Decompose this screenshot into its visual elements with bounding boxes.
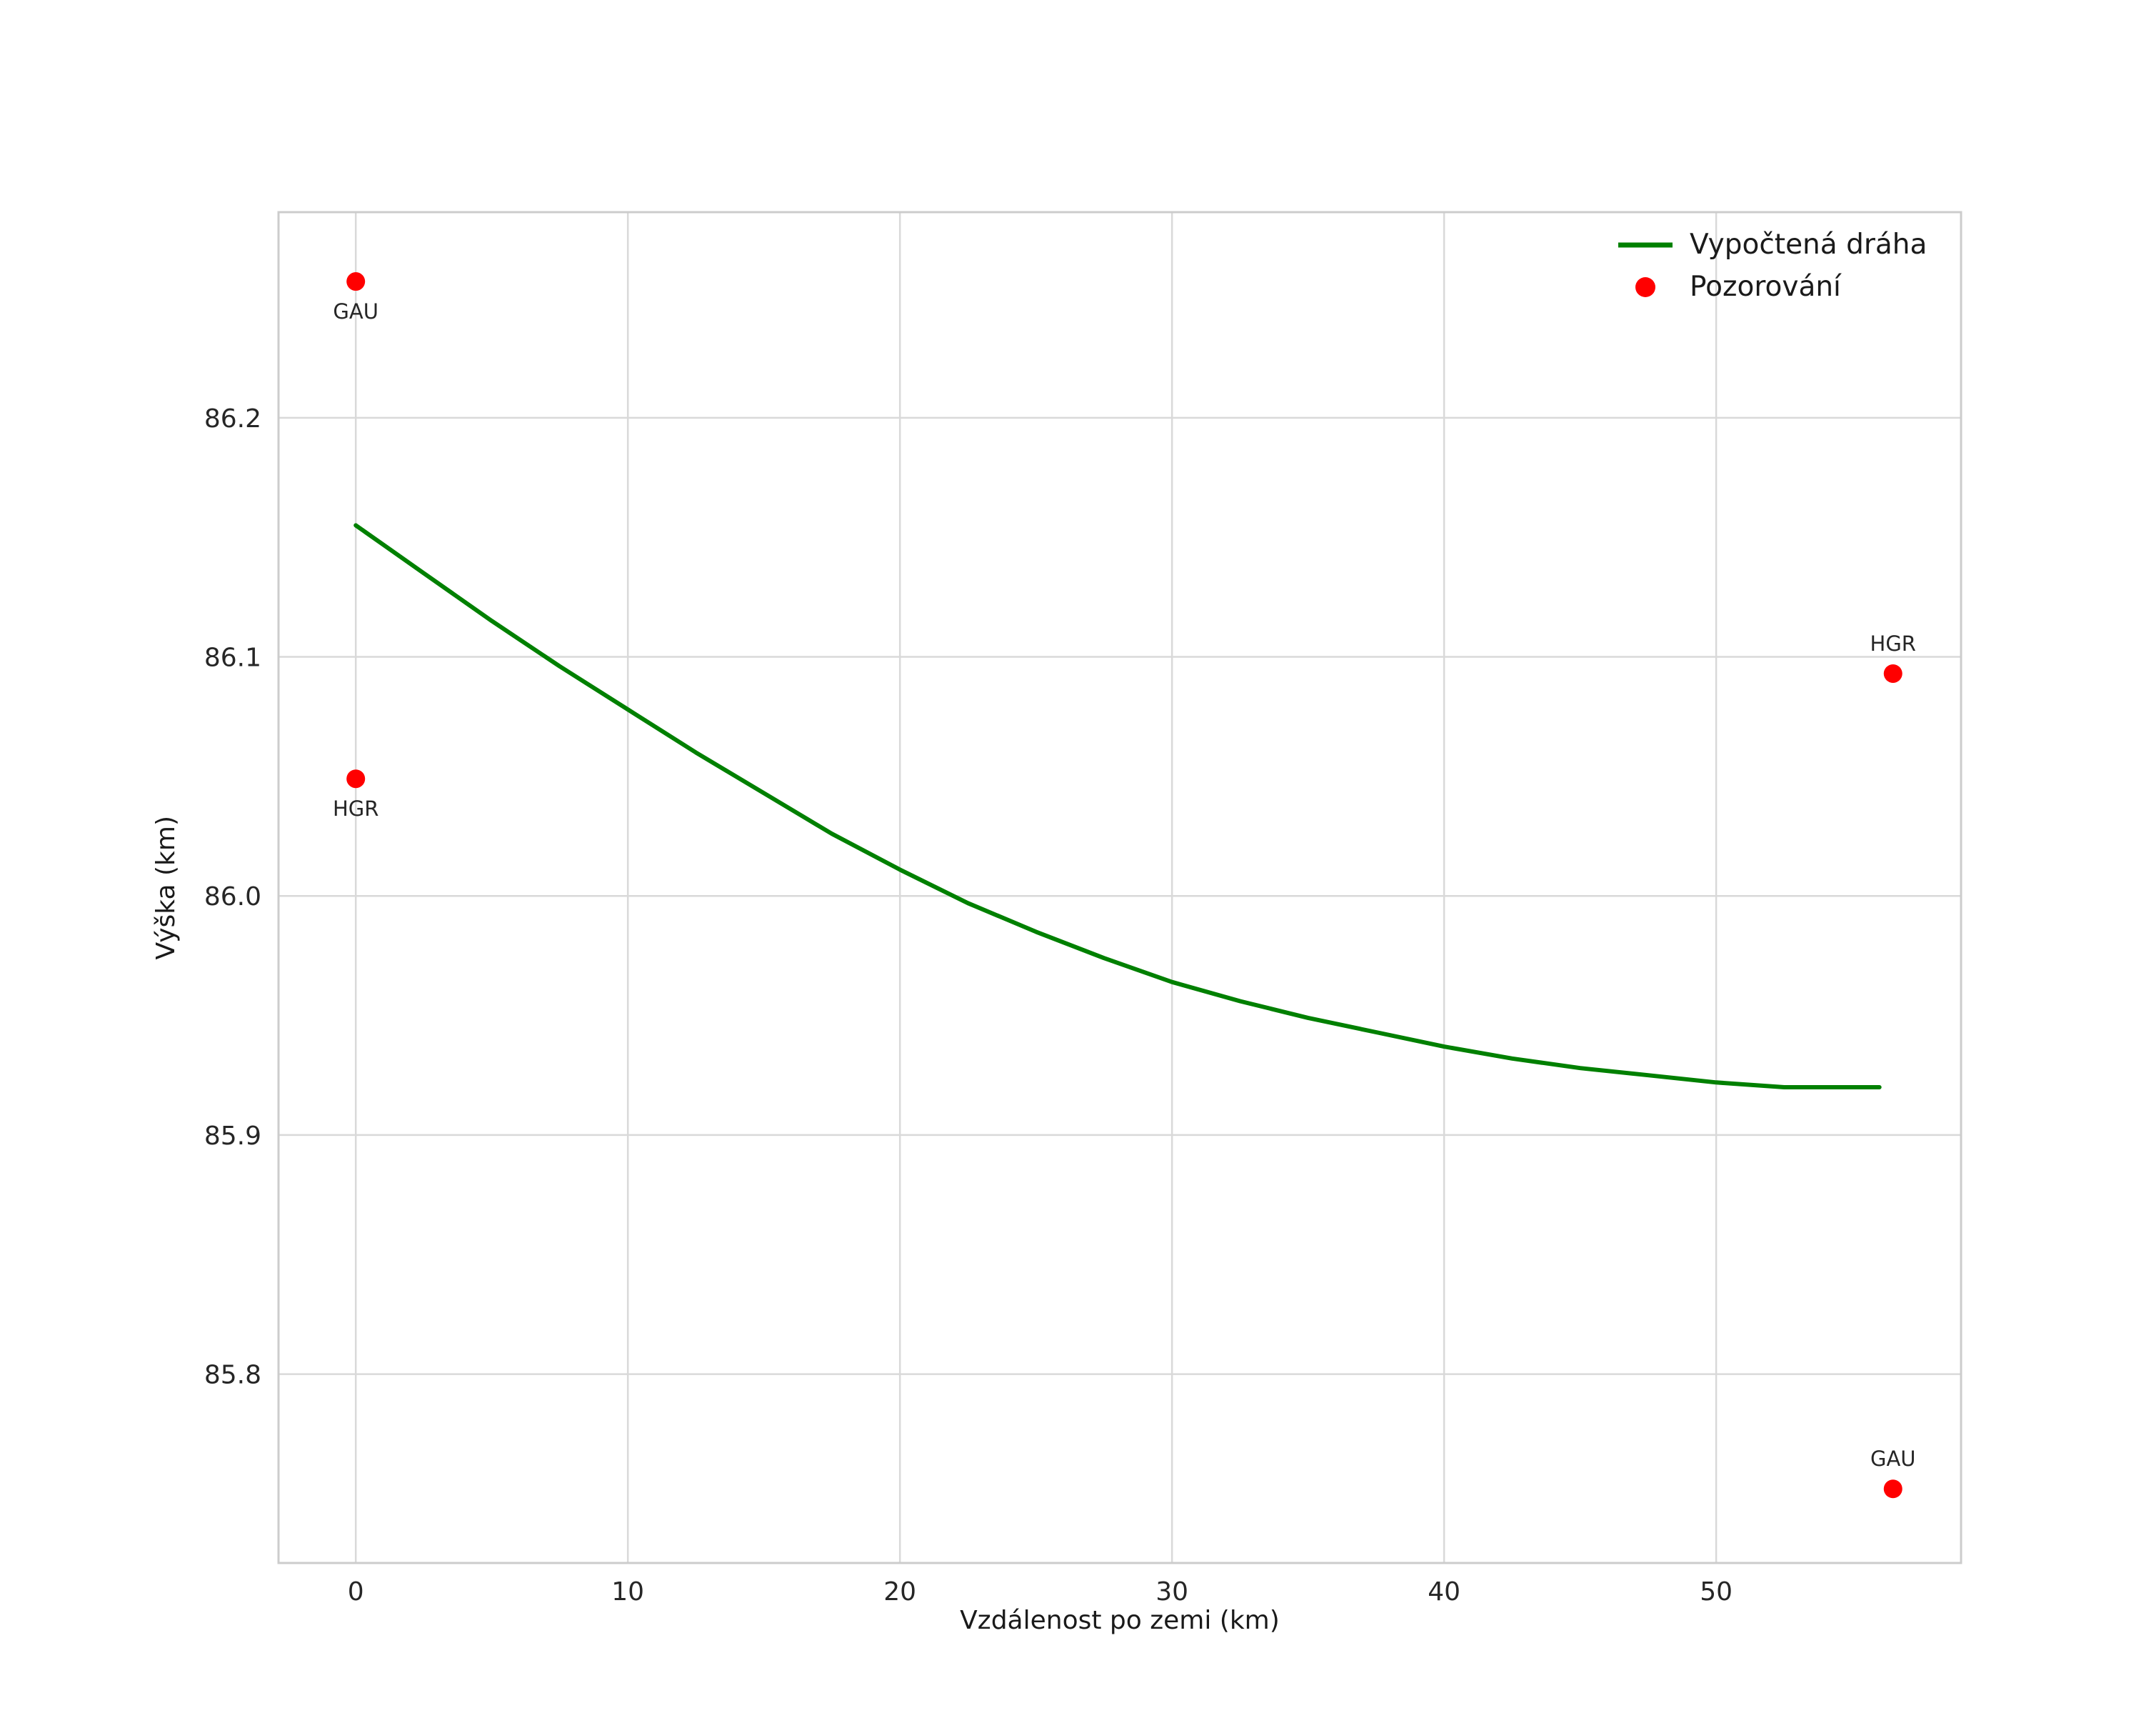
legend: Vypočtená dráha Pozorování bbox=[1615, 229, 1927, 303]
trajectory-line bbox=[354, 523, 1882, 1089]
observation-label: GAU bbox=[333, 299, 378, 324]
y-tick-label: 85.8 bbox=[204, 1361, 261, 1390]
observation-point bbox=[346, 769, 366, 789]
observation-label: HGR bbox=[1870, 631, 1916, 656]
observation-point bbox=[1883, 1479, 1902, 1499]
y-axis-label-wrap: Výška (km) bbox=[151, 212, 181, 1563]
observation-label: GAU bbox=[1870, 1447, 1916, 1471]
x-tick-label: 10 bbox=[611, 1577, 644, 1607]
legend-entry-observations: Pozorování bbox=[1615, 271, 1927, 303]
x-tick-label: 40 bbox=[1428, 1577, 1460, 1607]
x-tick-label: 50 bbox=[1700, 1577, 1733, 1607]
y-axis-label: Výška (km) bbox=[151, 815, 181, 960]
legend-line-swatch bbox=[1618, 242, 1673, 247]
x-tick-label: 20 bbox=[883, 1577, 916, 1607]
x-tick-label: 0 bbox=[348, 1577, 364, 1607]
x-tick-label: 30 bbox=[1155, 1577, 1188, 1607]
plot-frame bbox=[277, 211, 1962, 1564]
y-tick-label: 86.2 bbox=[204, 404, 261, 434]
y-tick-label: 86.1 bbox=[204, 644, 261, 673]
legend-label-observations: Pozorování bbox=[1690, 271, 1841, 303]
y-tick-label: 86.0 bbox=[204, 882, 261, 912]
legend-label-trajectory: Vypočtená dráha bbox=[1690, 229, 1927, 261]
observation-point bbox=[1883, 664, 1902, 683]
x-axis-label: Vzdálenost po zemi (km) bbox=[960, 1606, 1280, 1635]
observation-point bbox=[346, 272, 366, 291]
legend-entry-trajectory: Vypočtená dráha bbox=[1615, 229, 1927, 261]
legend-point-swatch bbox=[1635, 276, 1655, 297]
y-tick-label: 85.9 bbox=[204, 1122, 261, 1151]
observation-label: HGR bbox=[333, 796, 378, 821]
